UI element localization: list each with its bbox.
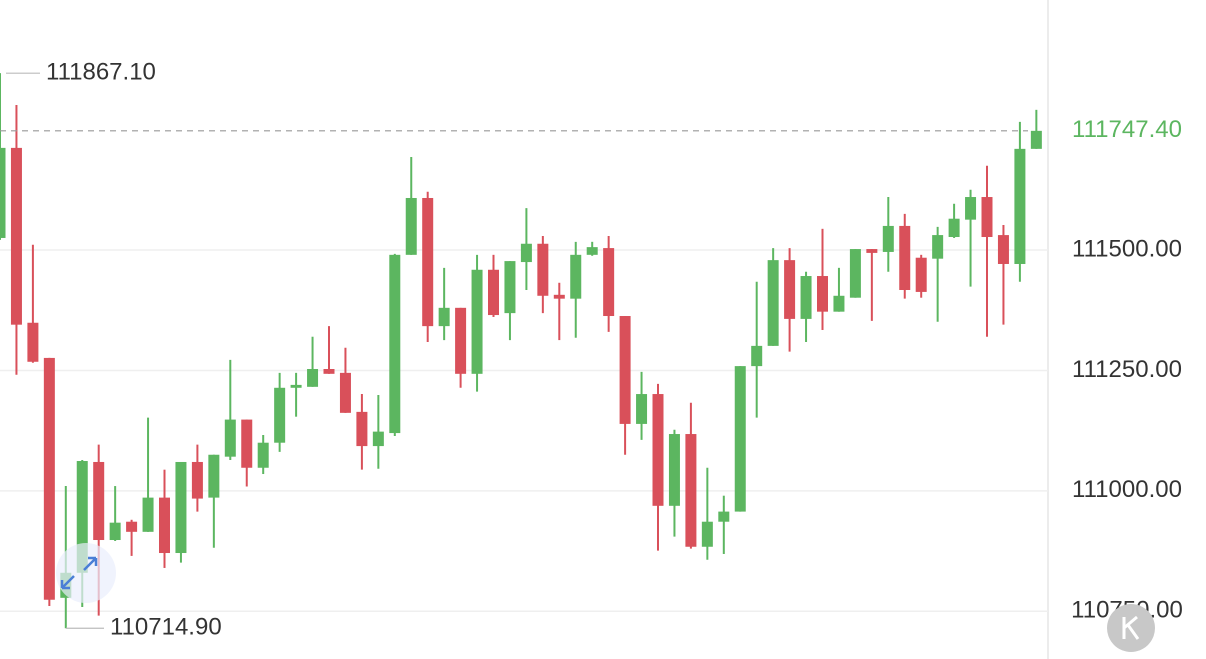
candle-body — [520, 243, 532, 263]
zoom-button[interactable] — [56, 543, 116, 603]
candle-body — [586, 247, 598, 255]
candle-body — [405, 197, 417, 255]
candle-body — [257, 442, 269, 468]
candle-body — [603, 248, 615, 317]
candle-body — [290, 384, 302, 388]
candle-body — [109, 522, 121, 541]
candle-body — [899, 225, 911, 290]
candle-body — [767, 260, 779, 346]
candle-body — [422, 197, 434, 327]
candle-body — [208, 454, 220, 498]
candle-body — [471, 269, 483, 374]
candles — [0, 73, 1042, 629]
candle-body — [191, 461, 203, 499]
candle-body — [537, 243, 549, 296]
candle-body — [784, 260, 796, 319]
candle-body — [159, 497, 170, 554]
candle-body — [1014, 148, 1026, 264]
candle-body — [356, 411, 368, 447]
candle-body — [981, 197, 993, 238]
candle-body — [175, 461, 187, 554]
candle-body — [126, 521, 138, 532]
candle-body — [76, 461, 88, 573]
candle-body — [751, 345, 763, 367]
candle-body — [339, 372, 351, 413]
candle-body — [866, 249, 878, 253]
candle-body — [274, 387, 286, 443]
candle-body — [504, 261, 516, 314]
candle-body — [965, 197, 977, 220]
candle-body — [570, 254, 582, 299]
candle-body — [27, 322, 39, 362]
candle-body — [701, 521, 713, 547]
candle-body — [372, 431, 384, 447]
candle-body — [241, 419, 253, 468]
candle-body — [553, 294, 565, 299]
candle-body — [915, 257, 927, 292]
candle-body — [948, 218, 960, 238]
y-tick-label: 111000.00 — [1072, 476, 1182, 503]
high-label: 111867.10 — [46, 59, 156, 86]
y-tick-label: 111250.00 — [1072, 356, 1182, 383]
candle-body — [685, 434, 697, 547]
candle-body — [997, 235, 1009, 264]
candle-body — [93, 461, 105, 541]
kline-button[interactable] — [1107, 604, 1155, 652]
candle-body — [849, 249, 861, 298]
candle-body — [43, 357, 55, 600]
candle-body — [800, 276, 812, 319]
overlay: 111747.40 111867.10 110714.90 — [0, 59, 1182, 641]
candle-body — [224, 419, 236, 457]
candle-body — [718, 511, 730, 522]
candle-body — [833, 295, 845, 312]
candle-body — [817, 276, 828, 312]
candle-body — [652, 394, 664, 506]
zoom-icon — [60, 556, 98, 590]
candle-body — [389, 254, 401, 434]
candle-body — [142, 497, 154, 532]
candle-body — [619, 316, 631, 424]
candle-body — [636, 394, 648, 424]
candle-body — [882, 225, 894, 252]
candle-body — [488, 269, 499, 316]
candle-body — [0, 147, 6, 238]
candle-body — [668, 434, 680, 506]
candle-body — [1030, 130, 1042, 149]
candle-body — [307, 369, 319, 387]
candle-body — [10, 147, 22, 325]
kline-icon — [1122, 615, 1140, 640]
candle-body — [932, 235, 944, 259]
zoom-button-bg[interactable] — [56, 543, 116, 603]
candle-body — [323, 369, 335, 374]
y-tick-label: 111500.00 — [1072, 235, 1182, 262]
low-label: 110714.90 — [110, 614, 222, 641]
candle-body — [455, 307, 467, 374]
candle-body — [734, 366, 746, 512]
candle-body — [438, 307, 450, 327]
last-price-label: 111747.40 — [1072, 116, 1182, 143]
